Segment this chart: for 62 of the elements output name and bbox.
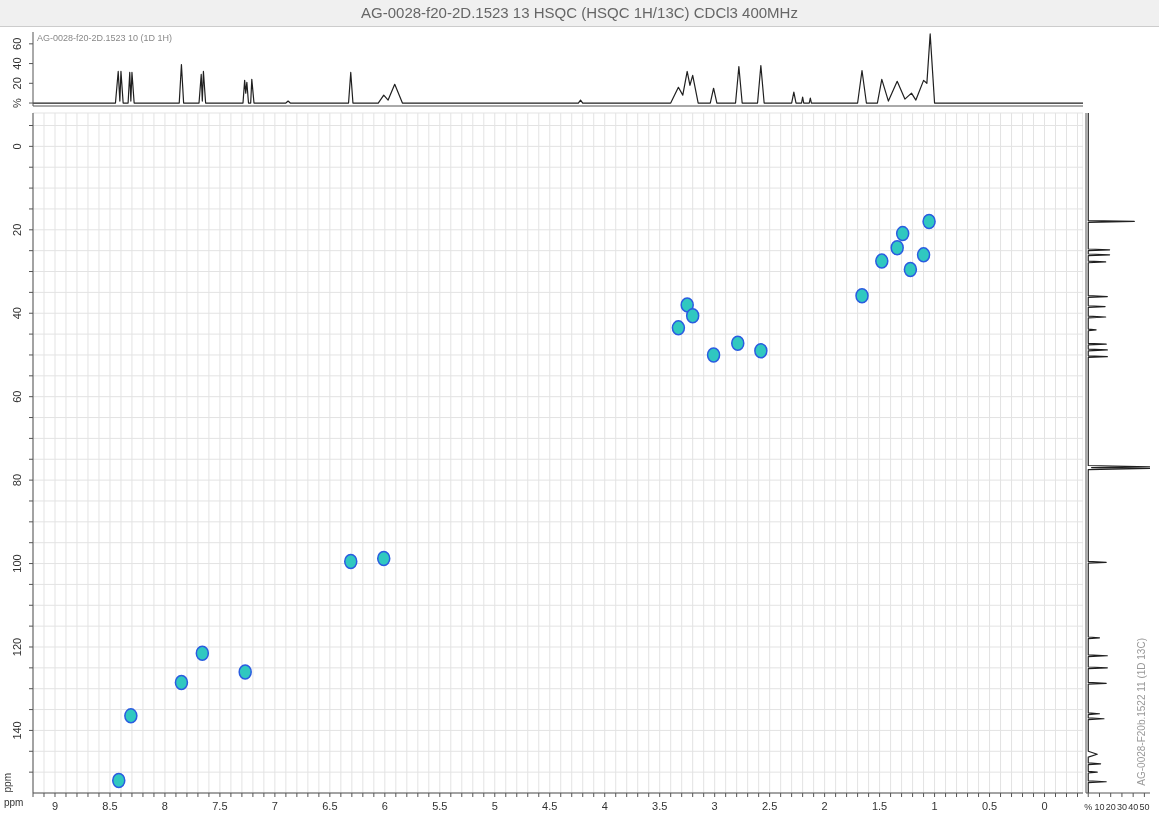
point bbox=[238, 664, 252, 680]
point bbox=[680, 297, 694, 313]
x-tick-label: 2.5 bbox=[762, 800, 778, 812]
x-tick-label: 6.5 bbox=[322, 800, 338, 812]
point bbox=[922, 213, 936, 230]
point bbox=[754, 343, 768, 359]
chart-title: AG-0028-f20-2D.1523 13 HSQC (HSQC 1H/13C) CDCl3 400MHz bbox=[0, 0, 1159, 27]
x-tick-label: 7.5 bbox=[212, 800, 228, 812]
point bbox=[671, 320, 686, 336]
y-tick-label: 120 bbox=[11, 637, 23, 657]
y-tick-label: 0 bbox=[11, 143, 23, 150]
x-tick-label: 6 bbox=[381, 800, 388, 812]
x-tick-label: 10 bbox=[1094, 802, 1105, 812]
x-tick-label: 1.5 bbox=[871, 800, 888, 812]
x-tick-label: 3 bbox=[711, 800, 718, 812]
x-tick-label: 4 bbox=[601, 800, 608, 812]
x-tick-label: 50 bbox=[1139, 802, 1150, 812]
x-tick-label: 30 bbox=[1116, 802, 1127, 812]
point bbox=[731, 335, 745, 352]
x-tick-label: 5.5 bbox=[432, 800, 448, 812]
y-tick-label: 60 bbox=[11, 390, 23, 403]
x-tick-label: 7 bbox=[271, 800, 278, 812]
y-tick-label: 60 bbox=[11, 37, 23, 50]
y-tick-label: 40 bbox=[11, 307, 23, 320]
point bbox=[124, 708, 138, 724]
x-tick-label: 40 bbox=[1128, 802, 1139, 812]
x-tick-label: 0.5 bbox=[981, 800, 998, 812]
point bbox=[855, 287, 869, 304]
y-tick-label: % bbox=[11, 97, 23, 108]
x-tick-label: 20 bbox=[1105, 802, 1116, 812]
point bbox=[706, 347, 721, 363]
y-tick-label: 20 bbox=[11, 77, 23, 90]
point bbox=[344, 553, 358, 570]
point bbox=[112, 772, 126, 789]
y-axis-title: ppm bbox=[2, 772, 13, 792]
x-tick-label: 1 bbox=[931, 800, 938, 812]
x-tick-label: % bbox=[1084, 802, 1093, 812]
point bbox=[376, 550, 391, 567]
point bbox=[174, 674, 189, 691]
y-tick-label: 80 bbox=[11, 473, 23, 487]
x-axis-title: ppm bbox=[4, 797, 24, 808]
x-tick-label: 0 bbox=[1041, 800, 1048, 812]
x-tick-label: 8.5 bbox=[102, 800, 118, 812]
point bbox=[890, 240, 904, 256]
x-tick-label: 4.5 bbox=[542, 800, 558, 812]
x-tick-label: 3.5 bbox=[652, 800, 668, 812]
annotation: AG-0028-F20b.1522 11 (1D 13C) bbox=[1136, 638, 1147, 786]
y-tick-label: 40 bbox=[11, 57, 23, 70]
x-tick-label: 2 bbox=[821, 800, 828, 812]
x-tick-label: 9 bbox=[51, 800, 59, 812]
y-tick-label: 20 bbox=[11, 223, 23, 236]
point bbox=[903, 261, 918, 278]
point bbox=[916, 247, 931, 263]
x-tick-label: 8 bbox=[161, 800, 168, 812]
x-tick-label: 5 bbox=[491, 800, 498, 812]
y-tick-label: 140 bbox=[11, 721, 23, 740]
point bbox=[875, 253, 889, 269]
annotation: AG-0028-f20-2D.1523 10 (1D 1H) bbox=[37, 33, 173, 43]
point bbox=[895, 225, 910, 242]
y-tick-label: 100 bbox=[11, 554, 23, 573]
point bbox=[685, 308, 700, 324]
point bbox=[195, 645, 210, 661]
